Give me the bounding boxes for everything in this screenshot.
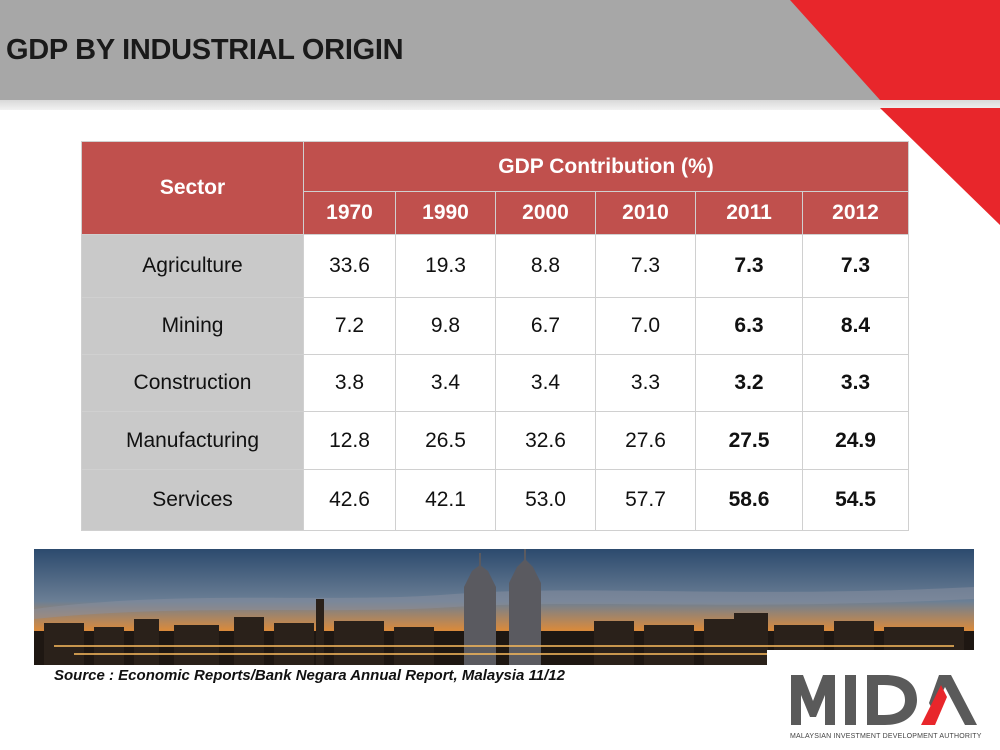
slide-title: GDP BY INDUSTRIAL ORIGIN bbox=[6, 34, 404, 66]
city-skyline-image bbox=[34, 549, 974, 665]
table-row: Agriculture 33.6 19.3 8.8 7.3 7.3 7.3 bbox=[81, 234, 909, 298]
table-cell: 12.8 bbox=[303, 411, 396, 470]
table-cell: 3.2 bbox=[695, 354, 803, 412]
table-row: Manufacturing 12.8 26.5 32.6 27.6 27.5 2… bbox=[81, 411, 909, 470]
table-cell: 33.6 bbox=[303, 234, 396, 298]
table-row: Construction 3.8 3.4 3.4 3.3 3.2 3.3 bbox=[81, 354, 909, 412]
year-header: 2000 bbox=[495, 191, 596, 235]
table-cell: 7.3 bbox=[802, 234, 909, 298]
gdp-table-wrap: Sector GDP Contribution (%) 1970 1990 20… bbox=[81, 141, 909, 531]
table-cell: 3.3 bbox=[595, 354, 696, 412]
table-cell: 7.3 bbox=[595, 234, 696, 298]
year-header: 1990 bbox=[395, 191, 496, 235]
table-cell: 57.7 bbox=[595, 469, 696, 531]
table-cell: 7.2 bbox=[303, 297, 396, 355]
table-cell: 32.6 bbox=[495, 411, 596, 470]
table-cell: 54.5 bbox=[802, 469, 909, 531]
source-note: Source : Economic Reports/Bank Negara An… bbox=[54, 667, 565, 684]
table-cell: 7.0 bbox=[595, 297, 696, 355]
sector-header: Sector bbox=[81, 141, 304, 235]
sector-label: Manufacturing bbox=[81, 411, 304, 470]
sector-label: Construction bbox=[81, 354, 304, 412]
table-cell: 27.6 bbox=[595, 411, 696, 470]
table-cell: 8.8 bbox=[495, 234, 596, 298]
table-cell: 3.4 bbox=[395, 354, 496, 412]
mida-logo bbox=[791, 675, 977, 725]
table-cell: 58.6 bbox=[695, 469, 803, 531]
year-header: 2011 bbox=[695, 191, 803, 235]
table-cell: 3.3 bbox=[802, 354, 909, 412]
sector-label: Mining bbox=[81, 297, 304, 355]
table-cell: 6.7 bbox=[495, 297, 596, 355]
year-header: 2010 bbox=[595, 191, 696, 235]
table-cell: 19.3 bbox=[395, 234, 496, 298]
table-cell: 8.4 bbox=[802, 297, 909, 355]
table-cell: 9.8 bbox=[395, 297, 496, 355]
table-cell: 42.1 bbox=[395, 469, 496, 531]
logo-tagline: MALAYSIAN INVESTMENT DEVELOPMENT AUTHORI… bbox=[790, 733, 982, 740]
sector-label: Services bbox=[81, 469, 304, 531]
table-row: Services 42.6 42.1 53.0 57.7 58.6 54.5 bbox=[81, 469, 909, 531]
table-cell: 42.6 bbox=[303, 469, 396, 531]
table-cell: 26.5 bbox=[395, 411, 496, 470]
table-cell: 24.9 bbox=[802, 411, 909, 470]
table-cell: 6.3 bbox=[695, 297, 803, 355]
table-cell: 7.3 bbox=[695, 234, 803, 298]
corner-decoration bbox=[790, 0, 1000, 225]
table-cell: 53.0 bbox=[495, 469, 596, 531]
gdp-table: Sector GDP Contribution (%) 1970 1990 20… bbox=[81, 141, 909, 531]
year-header: 1970 bbox=[303, 191, 396, 235]
sector-label: Agriculture bbox=[81, 234, 304, 298]
header-shadow bbox=[0, 100, 1000, 110]
table-cell: 3.4 bbox=[495, 354, 596, 412]
table-cell: 27.5 bbox=[695, 411, 803, 470]
table-row: Mining 7.2 9.8 6.7 7.0 6.3 8.4 bbox=[81, 297, 909, 355]
table-cell: 3.8 bbox=[303, 354, 396, 412]
gdp-contribution-header: GDP Contribution (%) bbox=[303, 141, 909, 192]
year-header: 2012 bbox=[802, 191, 909, 235]
